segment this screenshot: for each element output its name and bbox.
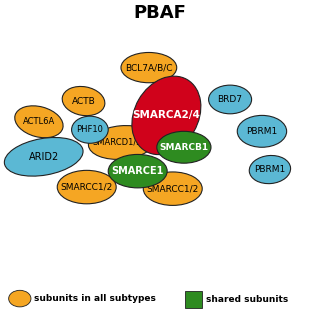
Text: subunits in all subtypes: subunits in all subtypes bbox=[34, 294, 156, 303]
Text: SMARCC1/2: SMARCC1/2 bbox=[147, 184, 199, 193]
Ellipse shape bbox=[209, 85, 252, 114]
Text: PBAF: PBAF bbox=[133, 4, 187, 22]
Ellipse shape bbox=[237, 116, 287, 147]
Text: SMARCC1/2: SMARCC1/2 bbox=[60, 183, 113, 192]
Ellipse shape bbox=[121, 52, 177, 83]
Text: PHF10: PHF10 bbox=[76, 125, 103, 134]
Text: SMARCA2/4: SMARCA2/4 bbox=[132, 110, 200, 120]
Text: BCL7A/B/C: BCL7A/B/C bbox=[125, 63, 172, 72]
Text: BRD7: BRD7 bbox=[218, 95, 243, 104]
Text: ACTL6A: ACTL6A bbox=[23, 117, 55, 126]
Text: PBRM1: PBRM1 bbox=[254, 165, 285, 174]
Text: SMARCD1/2/3: SMARCD1/2/3 bbox=[93, 138, 151, 147]
Text: ACTB: ACTB bbox=[72, 97, 95, 106]
Ellipse shape bbox=[9, 290, 31, 307]
Text: SMARCB1: SMARCB1 bbox=[159, 143, 208, 152]
Ellipse shape bbox=[143, 172, 202, 205]
Ellipse shape bbox=[249, 156, 291, 184]
Ellipse shape bbox=[72, 116, 108, 143]
Text: shared subunits: shared subunits bbox=[206, 295, 288, 304]
Ellipse shape bbox=[4, 138, 83, 176]
FancyBboxPatch shape bbox=[186, 291, 202, 308]
Ellipse shape bbox=[132, 76, 201, 155]
Text: SMARCE1: SMARCE1 bbox=[111, 166, 164, 176]
Ellipse shape bbox=[157, 131, 211, 163]
Ellipse shape bbox=[88, 125, 155, 159]
Ellipse shape bbox=[62, 86, 105, 116]
Text: PBRM1: PBRM1 bbox=[246, 127, 277, 136]
Ellipse shape bbox=[57, 170, 116, 204]
Text: ARID2: ARID2 bbox=[28, 152, 59, 162]
Ellipse shape bbox=[108, 155, 167, 188]
Ellipse shape bbox=[15, 106, 63, 138]
